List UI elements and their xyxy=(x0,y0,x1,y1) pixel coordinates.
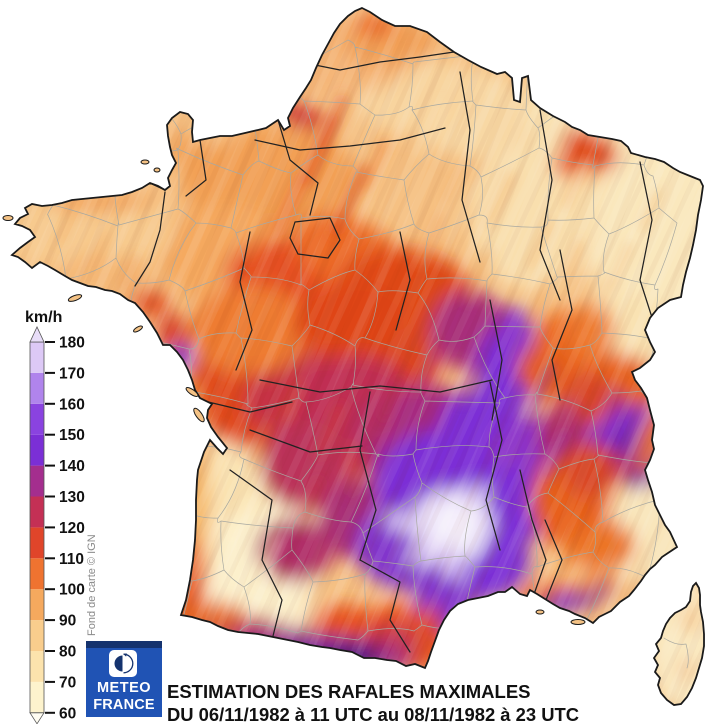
svg-text:120: 120 xyxy=(59,520,85,537)
svg-text:180: 180 xyxy=(59,335,85,352)
svg-text:80: 80 xyxy=(59,644,76,661)
svg-text:60: 60 xyxy=(59,705,76,722)
svg-text:100: 100 xyxy=(59,582,85,599)
svg-text:150: 150 xyxy=(59,427,85,444)
svg-text:170: 170 xyxy=(59,365,85,382)
svg-text:70: 70 xyxy=(59,674,76,691)
svg-text:90: 90 xyxy=(59,613,76,630)
svg-text:110: 110 xyxy=(59,551,84,568)
svg-text:160: 160 xyxy=(59,396,85,413)
svg-text:140: 140 xyxy=(59,458,85,475)
svg-text:130: 130 xyxy=(59,489,85,506)
